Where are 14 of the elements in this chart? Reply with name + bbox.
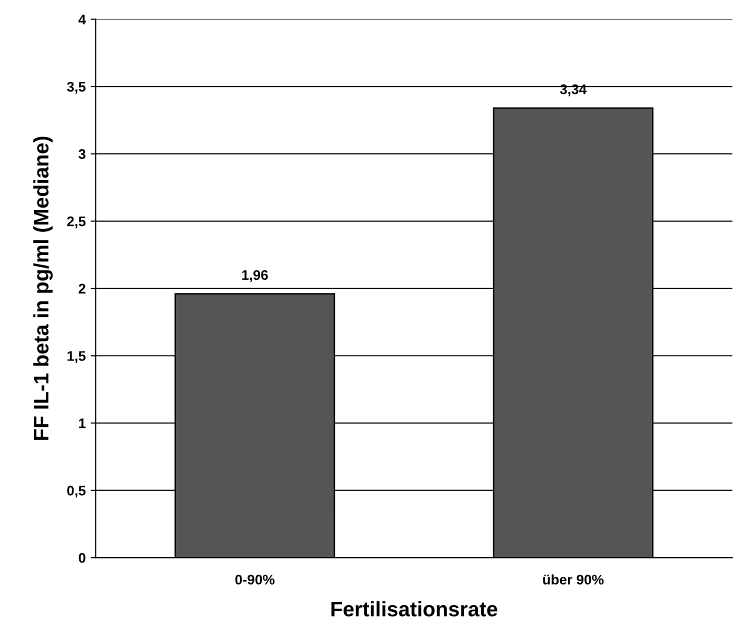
y-tick-label: 3: [78, 149, 86, 160]
y-tick-label: 2,5: [67, 216, 86, 228]
y-tick-label: 0: [78, 553, 86, 563]
y-tick-label: 0,5: [67, 486, 86, 498]
y-axis-title: FF IL-1 beta in pg/ml (Mediane): [33, 136, 53, 440]
y-tick-label: 2: [78, 284, 86, 294]
y-tick-label: 3,5: [66, 82, 86, 94]
x-tick-label: 0-90%: [235, 574, 275, 585]
x-axis-title: Fertilisationsrate: [331, 601, 498, 616]
y-tick-label: 1: [79, 418, 86, 428]
x-tick-label: über 90%: [543, 574, 604, 585]
data-label: 1,96: [242, 270, 268, 282]
y-tick-label: 4: [78, 14, 86, 24]
y-tick-label: 1,5: [68, 351, 86, 363]
